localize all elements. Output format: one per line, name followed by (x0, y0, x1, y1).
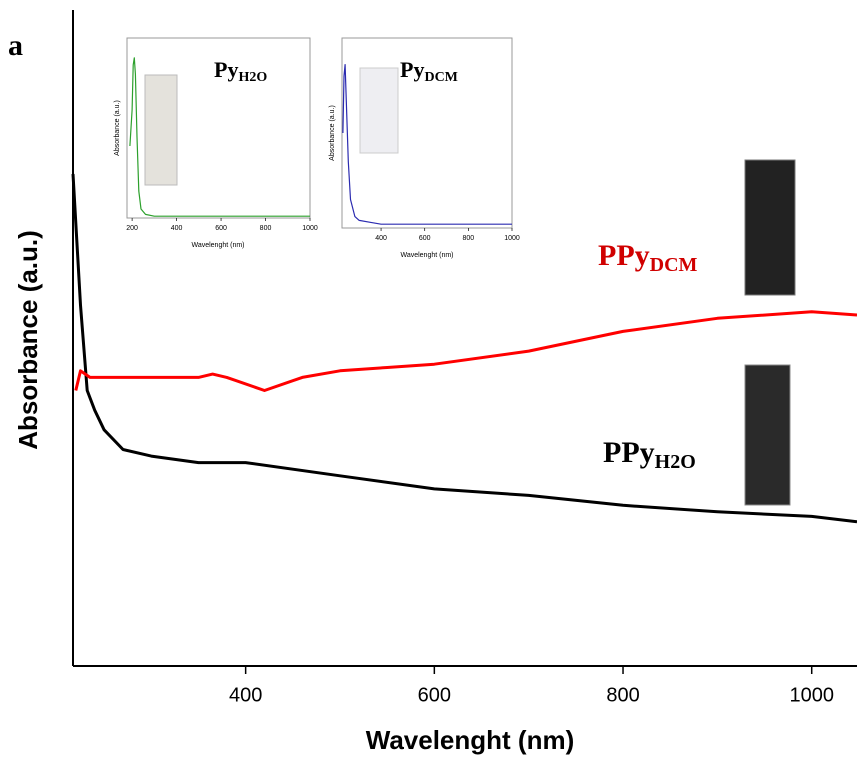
annotation-sub: DCM (424, 70, 457, 85)
inset-frame (126, 37, 311, 219)
cuvette-photo (744, 364, 791, 506)
annotation-text: PPy (598, 239, 650, 272)
inset-x-label: Wavelenght (nm) (191, 242, 244, 249)
annotation: PPyDCM (598, 239, 698, 276)
x-tick-label: 1000 (302, 225, 318, 232)
x-tick-label: 1000 (789, 684, 834, 706)
x-tick-label: 600 (418, 684, 451, 706)
x-tick-label: 800 (463, 235, 475, 242)
panel-label: a (8, 29, 23, 62)
x-tick-label: 800 (606, 684, 639, 706)
y-axis-label: Absorbance (a.u.) (13, 230, 43, 450)
annotation-sub: H2O (238, 70, 267, 85)
x-tick-label: 600 (215, 225, 227, 232)
x-tick-label: 400 (375, 235, 387, 242)
x-tick-label: 200 (126, 225, 138, 232)
x-axis-label: Wavelenght (nm) (366, 725, 574, 755)
data-line (129, 57, 310, 217)
annotation-text: PPy (603, 436, 655, 469)
annotation-sub: H2O (655, 451, 696, 473)
inset-y-label: Absorbance (a.u.) (114, 100, 121, 156)
cuvette-photo (144, 74, 178, 186)
data-line (74, 310, 857, 392)
inset-frame (341, 37, 513, 229)
x-tick-label: 800 (260, 225, 272, 232)
x-tick-label: 600 (419, 235, 431, 242)
annotation-sub: DCM (650, 254, 698, 276)
x-tick-label: 400 (171, 225, 183, 232)
annotation: PyH2O (214, 57, 267, 85)
inset-y-label: Absorbance (a.u.) (329, 105, 336, 161)
x-tick-label: 1000 (504, 235, 520, 242)
annotation-text: Py (400, 57, 424, 82)
data-line (71, 173, 857, 524)
cuvette-photo (744, 159, 796, 296)
annotation: PyDCM (400, 57, 458, 85)
annotation-text: Py (214, 57, 238, 82)
cuvette-photo (359, 67, 399, 154)
x-tick-label: 400 (229, 684, 262, 706)
annotation: PPyH2O (603, 436, 696, 473)
inset-x-label: Wavelenght (nm) (400, 252, 453, 259)
data-line (342, 63, 512, 225)
